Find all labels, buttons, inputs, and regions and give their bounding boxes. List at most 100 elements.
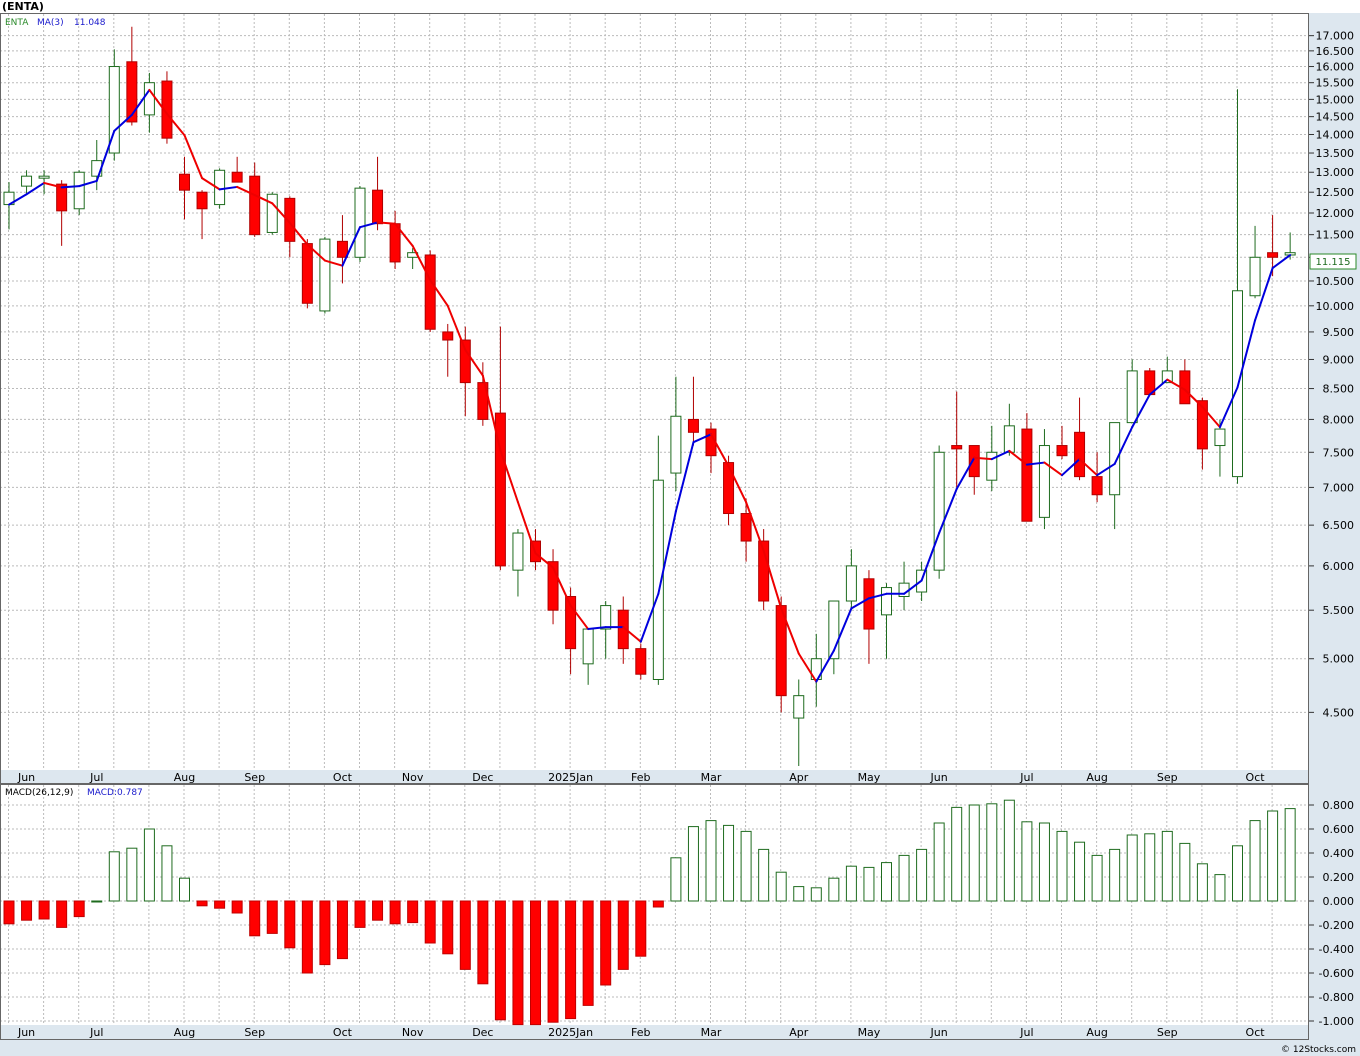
ma-segment bbox=[376, 221, 397, 225]
price-x-label: Jul bbox=[1019, 771, 1033, 784]
macd-bar bbox=[1214, 874, 1226, 902]
price-tick-label: 10.000 bbox=[1316, 300, 1355, 313]
ma-segment bbox=[727, 465, 748, 504]
macd-x-label: Apr bbox=[789, 1026, 809, 1039]
candle-body bbox=[73, 171, 85, 210]
macd-bar bbox=[1284, 808, 1296, 902]
candle-body bbox=[810, 658, 822, 680]
ma-segment bbox=[8, 193, 28, 206]
macd-bar bbox=[196, 900, 208, 907]
macd-x-label: Aug bbox=[1086, 1026, 1107, 1039]
ma-segment bbox=[1043, 461, 1063, 477]
macd-bar bbox=[1267, 810, 1279, 902]
legend-ma-value: 11.048 bbox=[74, 18, 106, 28]
macd-x-label: Jul bbox=[89, 1026, 103, 1039]
candle-body bbox=[600, 605, 612, 630]
macd-bar bbox=[336, 900, 348, 960]
price-tick-label: 16.500 bbox=[1316, 45, 1355, 58]
macd-bar bbox=[161, 845, 173, 902]
ma-segment bbox=[1078, 458, 1099, 477]
macd-bar bbox=[810, 887, 822, 902]
macd-tick-label: -0.800 bbox=[1319, 991, 1354, 1004]
ma-segment bbox=[938, 487, 958, 535]
ma-segment bbox=[1271, 254, 1292, 270]
macd-bar bbox=[143, 828, 155, 902]
price-x-axis-band bbox=[0, 770, 1309, 784]
candle-body bbox=[565, 595, 577, 650]
ma-segment bbox=[148, 88, 168, 115]
macd-bar bbox=[863, 866, 875, 902]
ma-segment bbox=[236, 185, 256, 197]
candle-body bbox=[1267, 252, 1279, 258]
macd-bar bbox=[73, 900, 85, 918]
ma-segment bbox=[25, 181, 46, 196]
candle-body bbox=[793, 695, 805, 719]
macd-bar bbox=[828, 877, 840, 902]
macd-bar bbox=[38, 900, 50, 920]
candle-body bbox=[845, 565, 857, 602]
ma-segment bbox=[762, 549, 783, 610]
ma-segment bbox=[710, 433, 730, 468]
macd-bar bbox=[91, 900, 103, 903]
price-tick-label: 14.000 bbox=[1316, 129, 1355, 142]
macd-bar bbox=[600, 900, 612, 986]
macd-panel-border bbox=[0, 784, 1309, 1040]
price-tick-label: 5.500 bbox=[1323, 604, 1355, 617]
macd-bar bbox=[319, 900, 331, 966]
macd-bar bbox=[1038, 822, 1050, 902]
macd-tick-label: 0.800 bbox=[1323, 799, 1355, 812]
candle-body bbox=[319, 238, 331, 312]
macd-value-label: MACD:0.787 bbox=[87, 788, 143, 798]
candle-body bbox=[1109, 422, 1121, 496]
ma-segment bbox=[201, 177, 221, 191]
macd-bar bbox=[108, 851, 120, 902]
candle-body bbox=[1196, 400, 1208, 450]
candle-body bbox=[1249, 256, 1261, 297]
candle-body bbox=[301, 243, 313, 304]
candle-body bbox=[424, 254, 436, 330]
price-x-label: May bbox=[858, 771, 881, 784]
ma-segment bbox=[850, 597, 870, 610]
candle-body bbox=[758, 540, 770, 602]
price-tick-label: 10.500 bbox=[1316, 275, 1355, 288]
ma-segment bbox=[95, 129, 116, 182]
ma-segment bbox=[569, 604, 590, 631]
price-tick-label: 6.500 bbox=[1323, 519, 1355, 532]
macd-bar bbox=[424, 900, 436, 944]
legend-ma-label: MA(3) bbox=[37, 18, 64, 28]
macd-bar bbox=[968, 804, 980, 902]
macd-x-label: Sep bbox=[1157, 1026, 1178, 1039]
macd-bar bbox=[21, 900, 33, 921]
macd-tick-label: -1.000 bbox=[1319, 1015, 1354, 1028]
candle-body bbox=[249, 175, 261, 236]
macd-bar bbox=[898, 854, 910, 902]
macd-y-axis-ticks: 0.800 0.600 0.400 0.200 0.000 -0.200 -0.400 -0.… bbox=[1309, 799, 1354, 1028]
price-x-label: Sep bbox=[1157, 771, 1178, 784]
macd-bar bbox=[1074, 841, 1086, 902]
candle-body bbox=[652, 479, 664, 680]
ma-segment bbox=[464, 348, 484, 377]
candle-body bbox=[635, 648, 647, 675]
macd-bar bbox=[1091, 854, 1103, 902]
candle-body bbox=[494, 412, 506, 567]
ma-segment bbox=[1166, 378, 1186, 391]
macd-bar bbox=[3, 900, 15, 925]
price-tick-label: 8.500 bbox=[1323, 383, 1355, 396]
price-tick-label: 14.500 bbox=[1316, 111, 1355, 124]
macd-bar bbox=[301, 900, 313, 974]
ma-segment bbox=[920, 532, 941, 582]
macd-x-label: Jun bbox=[17, 1026, 35, 1039]
macd-bar bbox=[652, 900, 664, 908]
candle-body bbox=[372, 189, 384, 225]
ma-segment bbox=[1025, 461, 1046, 466]
candle-body bbox=[1161, 370, 1173, 384]
price-panel-border bbox=[0, 13, 1309, 784]
candle-body bbox=[21, 175, 33, 187]
candle-body bbox=[1021, 428, 1033, 522]
price-tick-label: 8.000 bbox=[1323, 413, 1355, 426]
price-x-label: 2025Jan bbox=[548, 771, 593, 784]
ma-segment bbox=[323, 259, 344, 267]
macd-bar bbox=[354, 900, 366, 928]
macd-x-label: Mar bbox=[701, 1026, 722, 1039]
